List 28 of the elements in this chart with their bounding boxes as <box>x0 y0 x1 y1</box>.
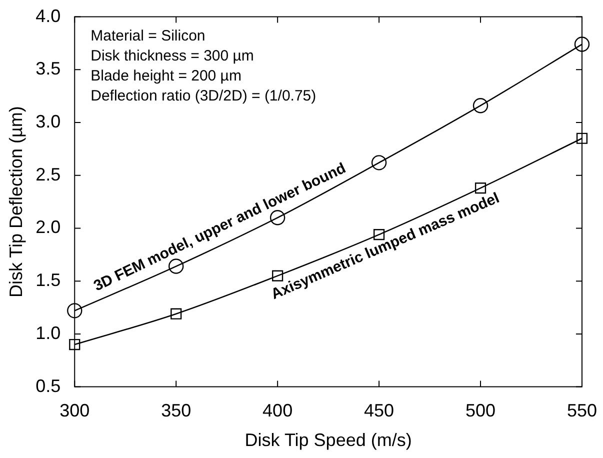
y-tick-label: 2.5 <box>36 164 61 184</box>
point <box>371 155 387 170</box>
x-axis-title: Disk Tip Speed (m/s) <box>244 430 412 450</box>
point <box>170 308 182 320</box>
x-tick-label: 400 <box>262 400 293 421</box>
y-tick-label: 1.0 <box>36 322 61 343</box>
point <box>67 303 82 318</box>
x-tick-label: 300 <box>60 400 90 421</box>
annotation: Disk thickness = 300 µm <box>90 47 254 64</box>
y-tick-label: 3.5 <box>36 58 61 79</box>
x-tick-label: 500 <box>465 400 496 421</box>
x-tick-label: 450 <box>364 400 394 421</box>
annotation: Blade height = 200 µm <box>90 67 242 84</box>
annotation: Deflection ratio (3D/2D) = (1/0.75) <box>90 87 316 104</box>
point <box>472 98 488 114</box>
y-tick-label: 2.0 <box>36 217 61 238</box>
y-axis-title: Disk Tip Deflection (µm) <box>6 106 26 298</box>
y-tick-label: 4.0 <box>36 6 61 26</box>
annotation: Material = Silicon <box>90 27 206 44</box>
x-tick-label: 350 <box>161 400 192 421</box>
point <box>69 338 80 350</box>
y-tick-label: 0.5 <box>36 376 61 396</box>
point <box>576 132 588 144</box>
point <box>574 36 590 52</box>
point <box>270 210 286 226</box>
y-tick-label: 1.5 <box>36 270 61 290</box>
x-tick-label: 550 <box>566 400 598 421</box>
y-tick-label: 3.0 <box>36 111 61 132</box>
